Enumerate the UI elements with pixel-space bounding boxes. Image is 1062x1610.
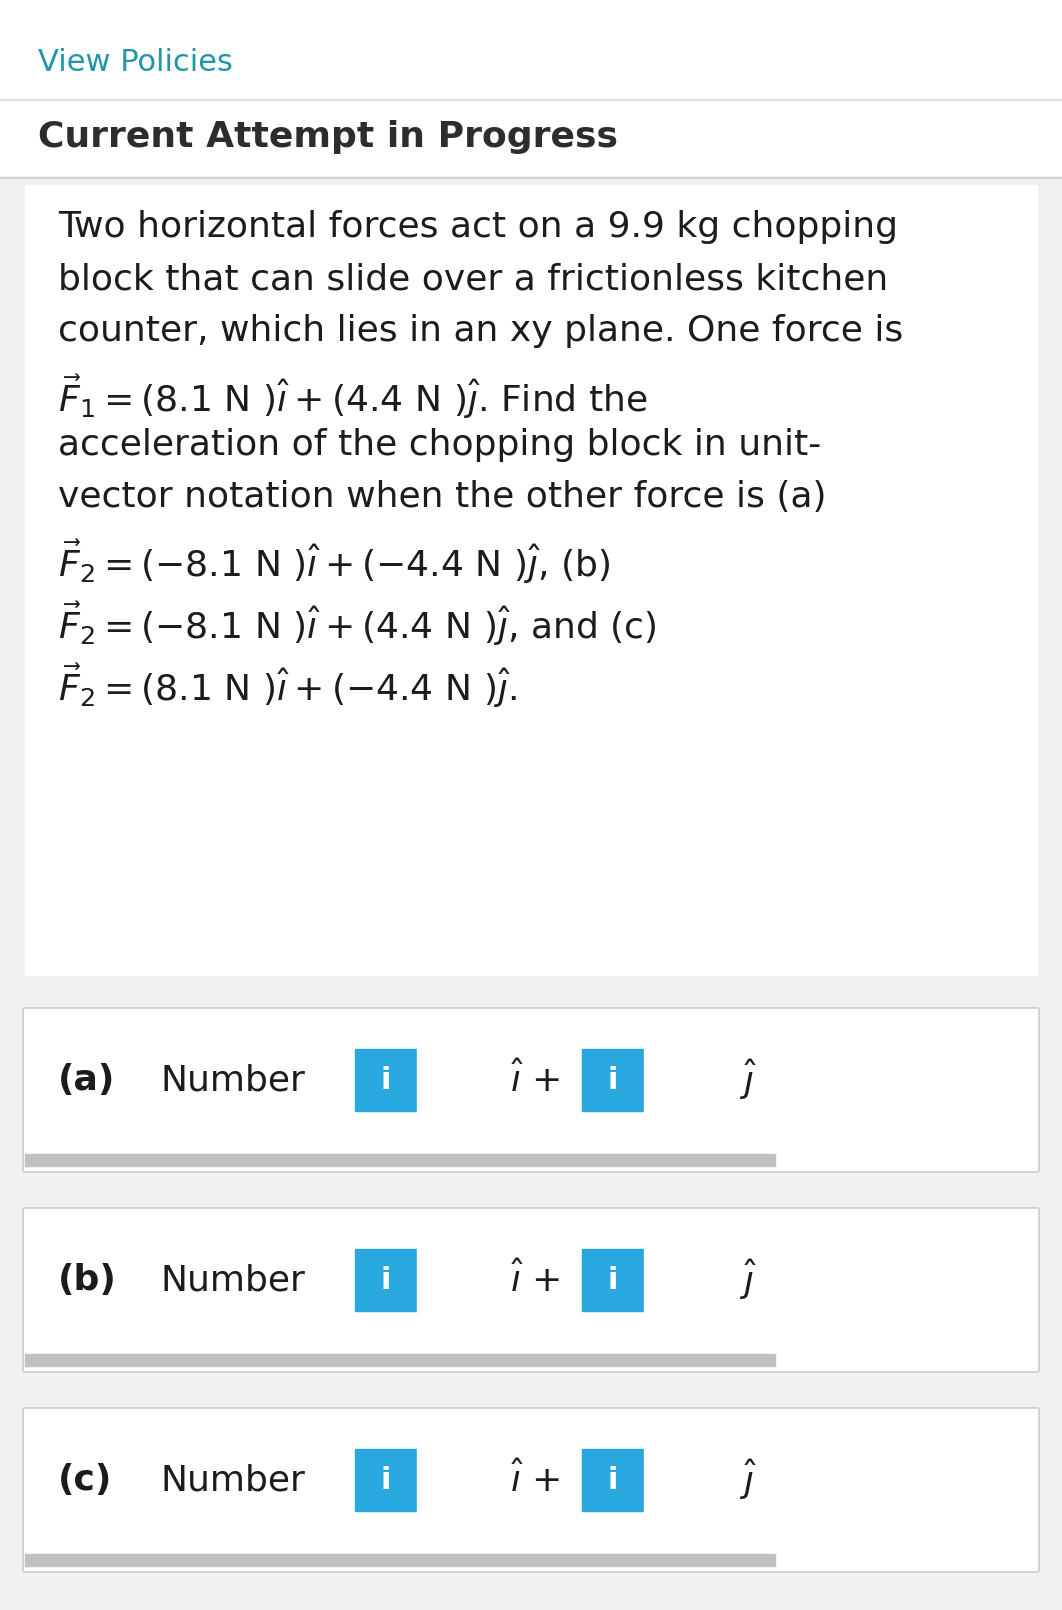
Text: $\vec{F}_1 = \left(8.1\ \mathrm{N}\ \right)\hat{\imath} + \left(4.4\ \mathrm{N}\: $\vec{F}_1 = \left(8.1\ \mathrm{N}\ \rig… [58,372,648,420]
Bar [644,1050,719,1111]
Text: $\vec{F}_2 = \left(8.1\ \mathrm{N}\ \right)\hat{\imath} + \left(-4.4\ \mathrm{N}: $\vec{F}_2 = \left(8.1\ \mathrm{N}\ \rig… [58,662,517,710]
Text: Two horizontal forces act on a 9.9 kg chopping: Two horizontal forces act on a 9.9 kg ch… [58,209,898,245]
Bar [644,1249,719,1311]
Bar [355,1249,417,1311]
Text: $\hat{\jmath}$: $\hat{\jmath}$ [739,1058,757,1101]
Text: i: i [381,1066,391,1095]
FancyBboxPatch shape [23,1208,1039,1372]
FancyBboxPatch shape [23,1409,1039,1571]
Text: i: i [381,1465,391,1494]
Text: i: i [381,1265,391,1294]
Text: block that can slide over a frictionless kitchen: block that can slide over a frictionless… [58,262,888,296]
Bar [417,1249,492,1311]
Text: $\hat{\jmath}$: $\hat{\jmath}$ [739,1257,757,1302]
Bar [25,1354,775,1365]
Bar [25,1554,775,1567]
Text: $\vec{F}_2 = \left(-8.1\ \mathrm{N}\ \right)\hat{\imath} + \left(4.4\ \mathrm{N}: $\vec{F}_2 = \left(-8.1\ \mathrm{N}\ \ri… [58,599,656,647]
Text: $\hat{\imath}$ +: $\hat{\imath}$ + [510,1262,560,1299]
Text: Number: Number [160,1063,305,1096]
Bar [644,1449,719,1512]
Text: counter, which lies in an xy plane. One force is: counter, which lies in an xy plane. One … [58,314,904,348]
Text: Number: Number [160,1463,305,1497]
Text: vector notation when the other force is (a): vector notation when the other force is … [58,480,826,514]
Text: (a): (a) [58,1063,116,1096]
Text: View Policies: View Policies [38,48,233,77]
FancyBboxPatch shape [23,1008,1039,1172]
Bar [582,1449,644,1512]
Text: i: i [607,1465,618,1494]
Text: (c): (c) [58,1463,113,1497]
Bar [355,1449,417,1512]
Bar [0,0,1062,175]
Bar [417,1050,492,1111]
Text: acceleration of the chopping block in unit-: acceleration of the chopping block in un… [58,428,821,462]
Text: Current Attempt in Progress: Current Attempt in Progress [38,121,618,155]
Text: $\vec{F}_2 = \left(-8.1\ \mathrm{N}\ \right)\hat{\imath} + \left(-4.4\ \mathrm{N: $\vec{F}_2 = \left(-8.1\ \mathrm{N}\ \ri… [58,538,611,586]
Text: $\hat{\imath}$ +: $\hat{\imath}$ + [510,1061,560,1098]
Bar [355,1050,417,1111]
Bar [582,1050,644,1111]
Text: $\hat{\jmath}$: $\hat{\jmath}$ [739,1459,757,1502]
Bar [417,1449,492,1512]
Text: (b): (b) [58,1262,117,1298]
Bar [582,1249,644,1311]
Bar [25,1154,775,1166]
Text: Number: Number [160,1262,305,1298]
Text: i: i [607,1265,618,1294]
Text: $\hat{\imath}$ +: $\hat{\imath}$ + [510,1462,560,1499]
Bar [25,185,1037,976]
Text: i: i [607,1066,618,1095]
